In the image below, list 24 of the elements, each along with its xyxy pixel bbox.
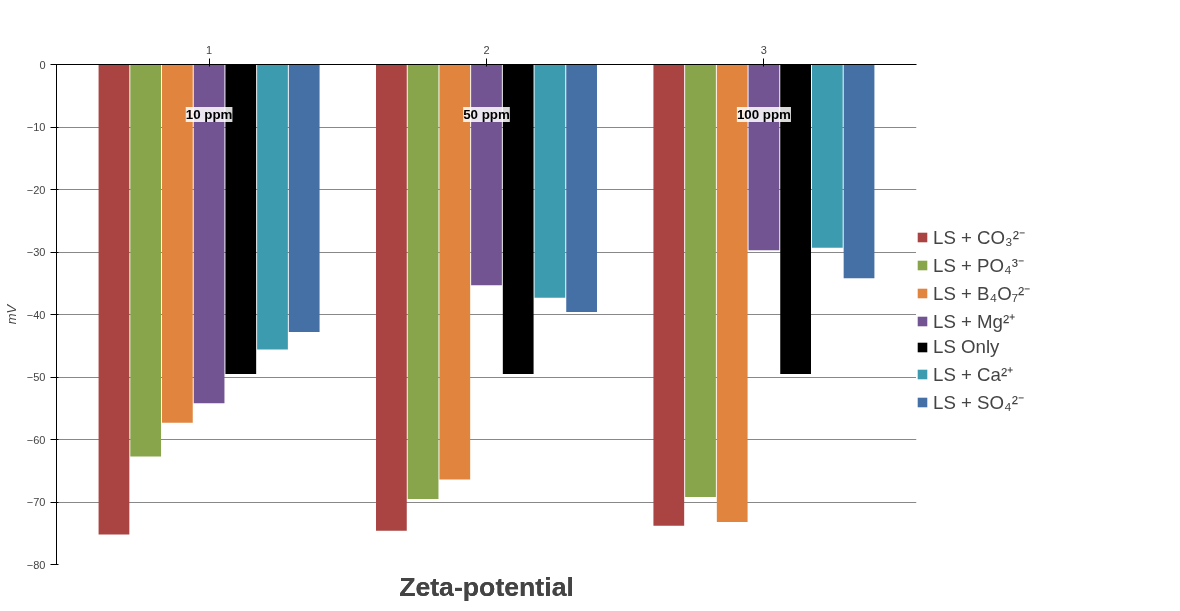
x-tick-label: 3 [760, 43, 767, 56]
y-tick-label: −50 [26, 371, 46, 383]
legend-label: LS + Mg²⁺ [933, 310, 1016, 333]
legend-label: LS Only [933, 336, 1000, 358]
y-tick-label: −40 [26, 308, 46, 321]
text: Zeta-potential [399, 571, 574, 602]
x-tick-label: 2 [483, 43, 490, 56]
x-tick-label: 1 [206, 43, 213, 56]
legend-label: LS + PO₄³⁻ [933, 254, 1024, 277]
y-tick-label: −80 [26, 558, 46, 571]
annotation: 10 ppm [185, 107, 233, 122]
y-tick-label: −20 [26, 183, 46, 196]
annotation: 50 ppm [463, 107, 510, 122]
y-tick-label: 0 [39, 58, 46, 71]
legend-label: LS + Ca²⁺ [933, 363, 1014, 386]
legend-label: LS + CO₃²⁻ [933, 226, 1025, 249]
legend-label: LS + B₄O₇²⁻ [933, 282, 1031, 305]
y-tick-label: −60 [26, 433, 46, 446]
y-axis-title: mV [3, 303, 19, 325]
y-tick-label: −30 [26, 246, 46, 258]
y-tick-label: −10 [26, 121, 46, 133]
y-tick-label: −70 [26, 496, 46, 508]
legend-label: LS + SO₄²⁻ [933, 391, 1024, 414]
annotation: 100 ppm [736, 107, 792, 122]
